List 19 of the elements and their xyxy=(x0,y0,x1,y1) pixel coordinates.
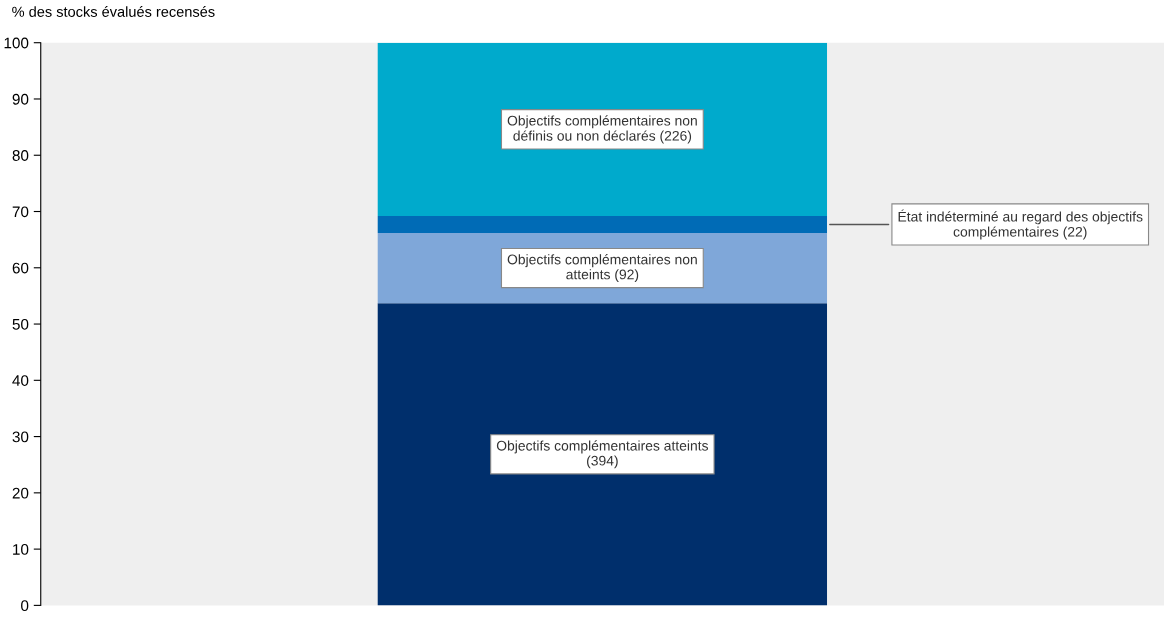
y-tick-label: 20 xyxy=(12,487,29,499)
bar xyxy=(377,303,828,606)
y-tick-label: 80 xyxy=(12,150,29,161)
y-tick-label: 30 xyxy=(12,431,29,443)
y-tick-label: 50 xyxy=(12,318,29,330)
y-tick-label: 100 xyxy=(4,37,29,49)
y-tick-label: 60 xyxy=(12,262,29,274)
y-tick-label: 0 xyxy=(21,600,29,612)
y-tick-label: 10 xyxy=(13,543,29,555)
y-tick-label: 90 xyxy=(12,93,29,105)
y-axis-title: % des stocks évalués recensés xyxy=(12,6,215,17)
series-label: Objectifs complémentaires atteints (394) xyxy=(496,440,709,469)
bar xyxy=(377,216,828,233)
bar xyxy=(377,42,828,217)
y-tick-label: 70 xyxy=(12,206,29,218)
text: État indéterminé au regard des objectifs complémentaires (22) xyxy=(898,209,1143,240)
y-tick-label: 40 xyxy=(12,375,29,386)
series-label: Objectifs complémentaires non atteints (92) xyxy=(507,254,697,283)
series-label: Objectifs complémentaires non définis ou non déclarés (226) xyxy=(507,115,697,144)
